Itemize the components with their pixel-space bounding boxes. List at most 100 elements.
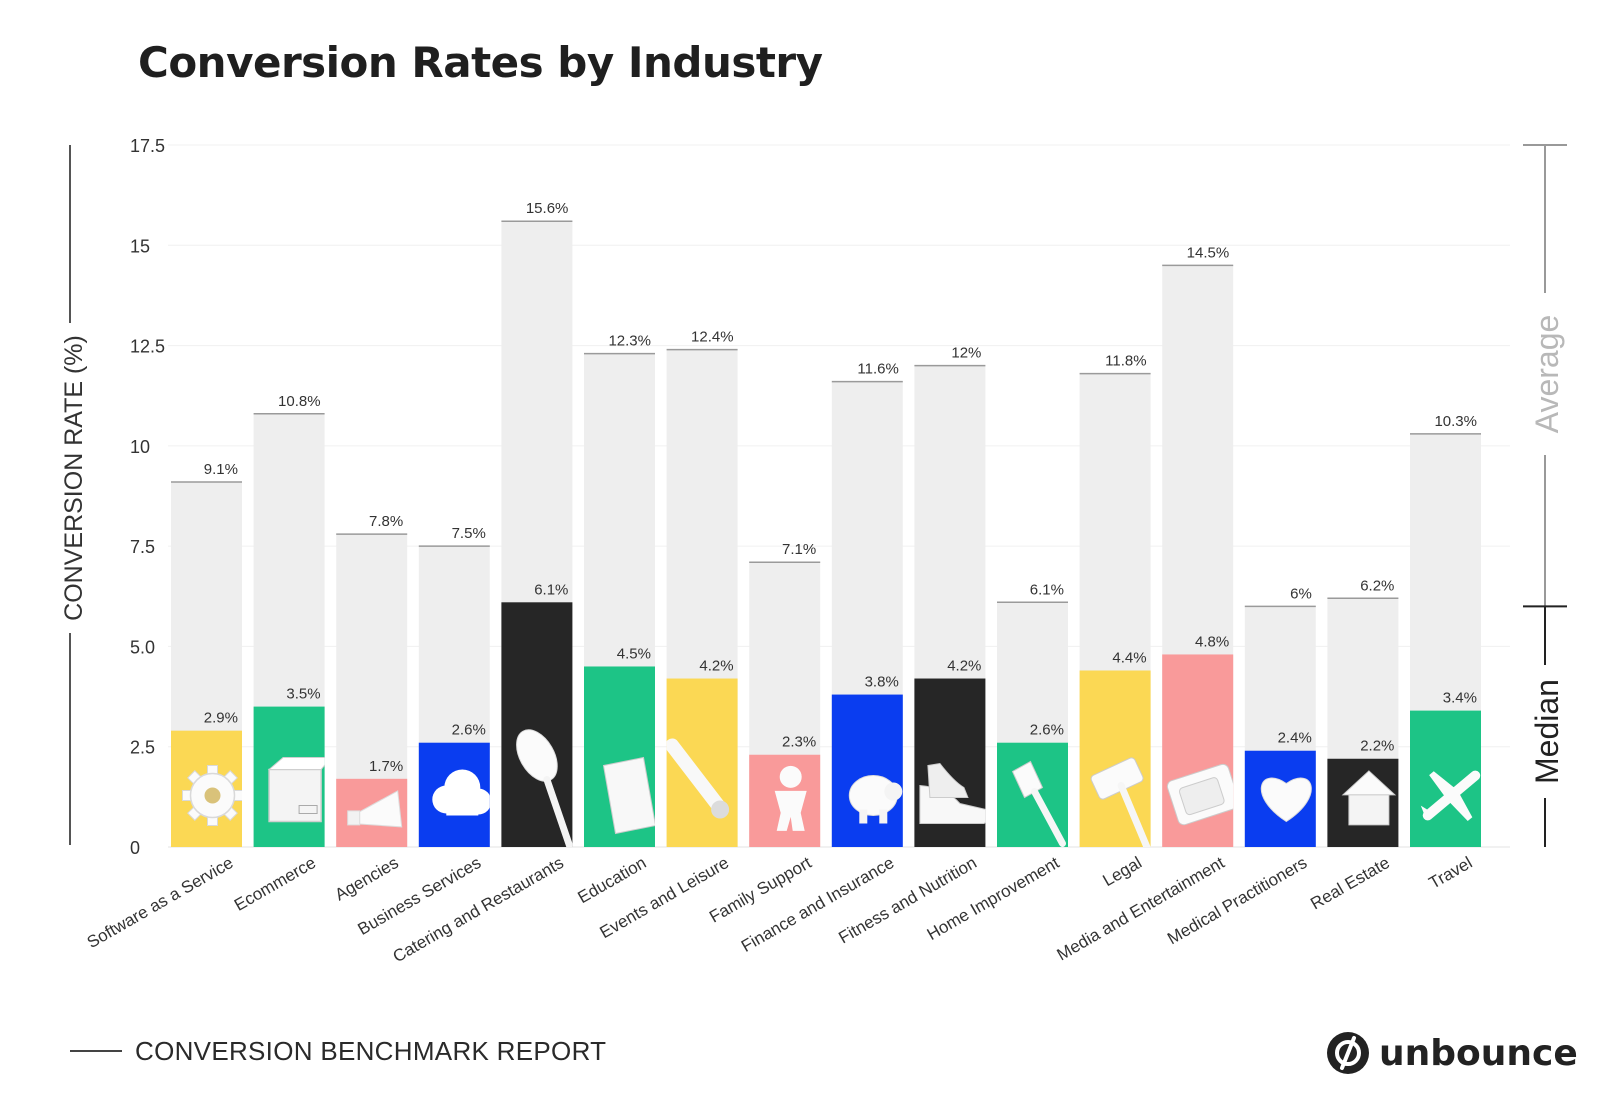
median-data-label: 6.1%: [534, 581, 568, 598]
average-data-label: 11.8%: [1105, 353, 1146, 370]
bar-group: 6.1% 2.6%: [997, 581, 1068, 847]
average-data-label: 11.6%: [857, 361, 898, 378]
house-icon: [1341, 770, 1397, 826]
bar-icon-wrap: [432, 769, 490, 816]
average-data-label: 12.4%: [691, 329, 734, 346]
bar-icon-wrap: [1420, 770, 1481, 822]
bar-group: 15.6% 6.1%: [501, 200, 573, 847]
x-tick-label: Agencies: [332, 853, 402, 904]
y-axis-label: CONVERSION RATE (%): [60, 335, 88, 621]
median-data-label: 2.2%: [1360, 738, 1394, 755]
chart-title: Conversion Rates by Industry: [138, 38, 823, 87]
bar-icon-wrap: [848, 775, 903, 824]
median-data-label: 2.9%: [204, 710, 238, 727]
bar-group: 7.8% 1.7%: [336, 513, 408, 847]
bar-group: 14.5% 4.8%: [1162, 244, 1234, 847]
median-data-label: 4.5%: [617, 645, 651, 662]
bar-icon-wrap: [602, 756, 655, 835]
bar-group: 7.1% 2.3%: [749, 541, 821, 847]
x-tick-label: Home Improvement: [924, 853, 1063, 944]
paintbrush-icon: [1011, 760, 1066, 847]
person-icon: [774, 765, 807, 831]
average-data-label: 7.8%: [369, 513, 403, 530]
airplane-icon: [1420, 770, 1481, 822]
bar-icon-wrap: [1090, 757, 1151, 847]
median-data-label: 4.2%: [947, 658, 981, 675]
spoon-icon: [516, 729, 573, 847]
cloud-icon: [432, 769, 490, 816]
median-bar: [1079, 670, 1151, 847]
gear-icon: [182, 765, 242, 826]
book-icon: [602, 756, 655, 835]
bar-icon-wrap: [666, 738, 730, 819]
bar-group: 10.3% 3.4%: [1410, 413, 1481, 847]
average-data-label: 12.3%: [608, 333, 651, 350]
bar-icon-wrap: [774, 765, 807, 831]
heart-icon: [1260, 777, 1312, 823]
average-data-label: 6.1%: [1030, 581, 1064, 598]
megaphone-icon: [347, 790, 403, 828]
x-tick-label: Software as a Service: [84, 853, 237, 952]
piggy-bank-icon: [848, 775, 903, 824]
footer-rule: [70, 1050, 122, 1052]
average-data-label: 14.5%: [1187, 244, 1230, 261]
median-data-label: 3.8%: [865, 674, 899, 691]
median-data-label: 1.7%: [369, 758, 403, 775]
bar-group: 11.8% 4.4%: [1079, 353, 1151, 847]
gavel-icon: [1090, 757, 1151, 847]
y-tick-label: 10: [130, 437, 150, 457]
bar-group: 9.1% 2.9%: [171, 461, 242, 847]
bar-group: 12% 4.2%: [914, 345, 986, 847]
x-tick-label: Finance and Insurance: [738, 853, 897, 956]
y-axis-ticks: 0 2.5 5.0 7.5 10 12.5 15 17.5: [130, 136, 165, 858]
median-data-label: 2.6%: [452, 722, 486, 739]
y-tick-label: 0: [130, 838, 140, 858]
average-data-label: 10.3%: [1434, 413, 1477, 430]
average-data-label: 10.8%: [278, 393, 321, 410]
bar-group: 7.5% 2.6%: [418, 525, 490, 847]
y-tick-label: 17.5: [130, 136, 165, 156]
brand-logo: unbounce: [1325, 1030, 1578, 1076]
median-data-label: 3.4%: [1443, 690, 1477, 707]
bar-icon-wrap: [1011, 760, 1066, 847]
x-tick-label: Real Estate: [1307, 853, 1393, 913]
average-data-label: 6%: [1290, 585, 1312, 602]
tv-icon: [1166, 763, 1234, 826]
y-tick-label: 12.5: [130, 337, 165, 357]
bar-icon-wrap: [182, 765, 242, 826]
y-tick-label: 5.0: [130, 637, 155, 657]
average-data-label: 15.6%: [526, 200, 569, 217]
box-icon: [267, 757, 325, 823]
report-label: CONVERSION BENCHMARK REPORT: [135, 1036, 607, 1066]
bar-icon-wrap: [267, 757, 325, 823]
average-data-label: 9.1%: [204, 461, 238, 478]
microphone-icon: [666, 738, 730, 819]
side-bracket: Average Median: [1523, 144, 1567, 847]
median-data-label: 4.2%: [699, 658, 733, 675]
median-data-label: 3.5%: [286, 686, 320, 703]
x-tick-label: Legal: [1100, 853, 1146, 890]
x-tick-label: Fitness and Nutrition: [835, 853, 980, 947]
median-data-label: 4.8%: [1195, 633, 1229, 650]
median-data-label: 2.6%: [1030, 722, 1064, 739]
bar-group: 6.2% 2.2%: [1327, 577, 1399, 847]
sneakers-icon: [919, 762, 986, 824]
median-bar: [831, 694, 903, 847]
median-data-label: 4.4%: [1112, 649, 1146, 666]
average-data-label: 12%: [951, 345, 981, 362]
bar-icon-wrap: [347, 790, 403, 828]
bar-icon-wrap: [516, 729, 573, 847]
unbounce-logo-icon: [1327, 1032, 1369, 1074]
median-data-label: 2.4%: [1278, 730, 1312, 747]
median-data-label: 2.3%: [782, 734, 816, 751]
bar-group: 10.8% 3.5%: [253, 393, 325, 847]
average-data-label: 7.1%: [782, 541, 816, 558]
average-data-label: 6.2%: [1360, 577, 1394, 594]
median-bar: [501, 602, 573, 847]
average-data-label: 7.5%: [452, 525, 486, 542]
bar-icon-wrap: [1260, 777, 1312, 823]
y-tick-label: 15: [130, 236, 150, 256]
x-tick-label: Ecommerce: [231, 853, 319, 915]
